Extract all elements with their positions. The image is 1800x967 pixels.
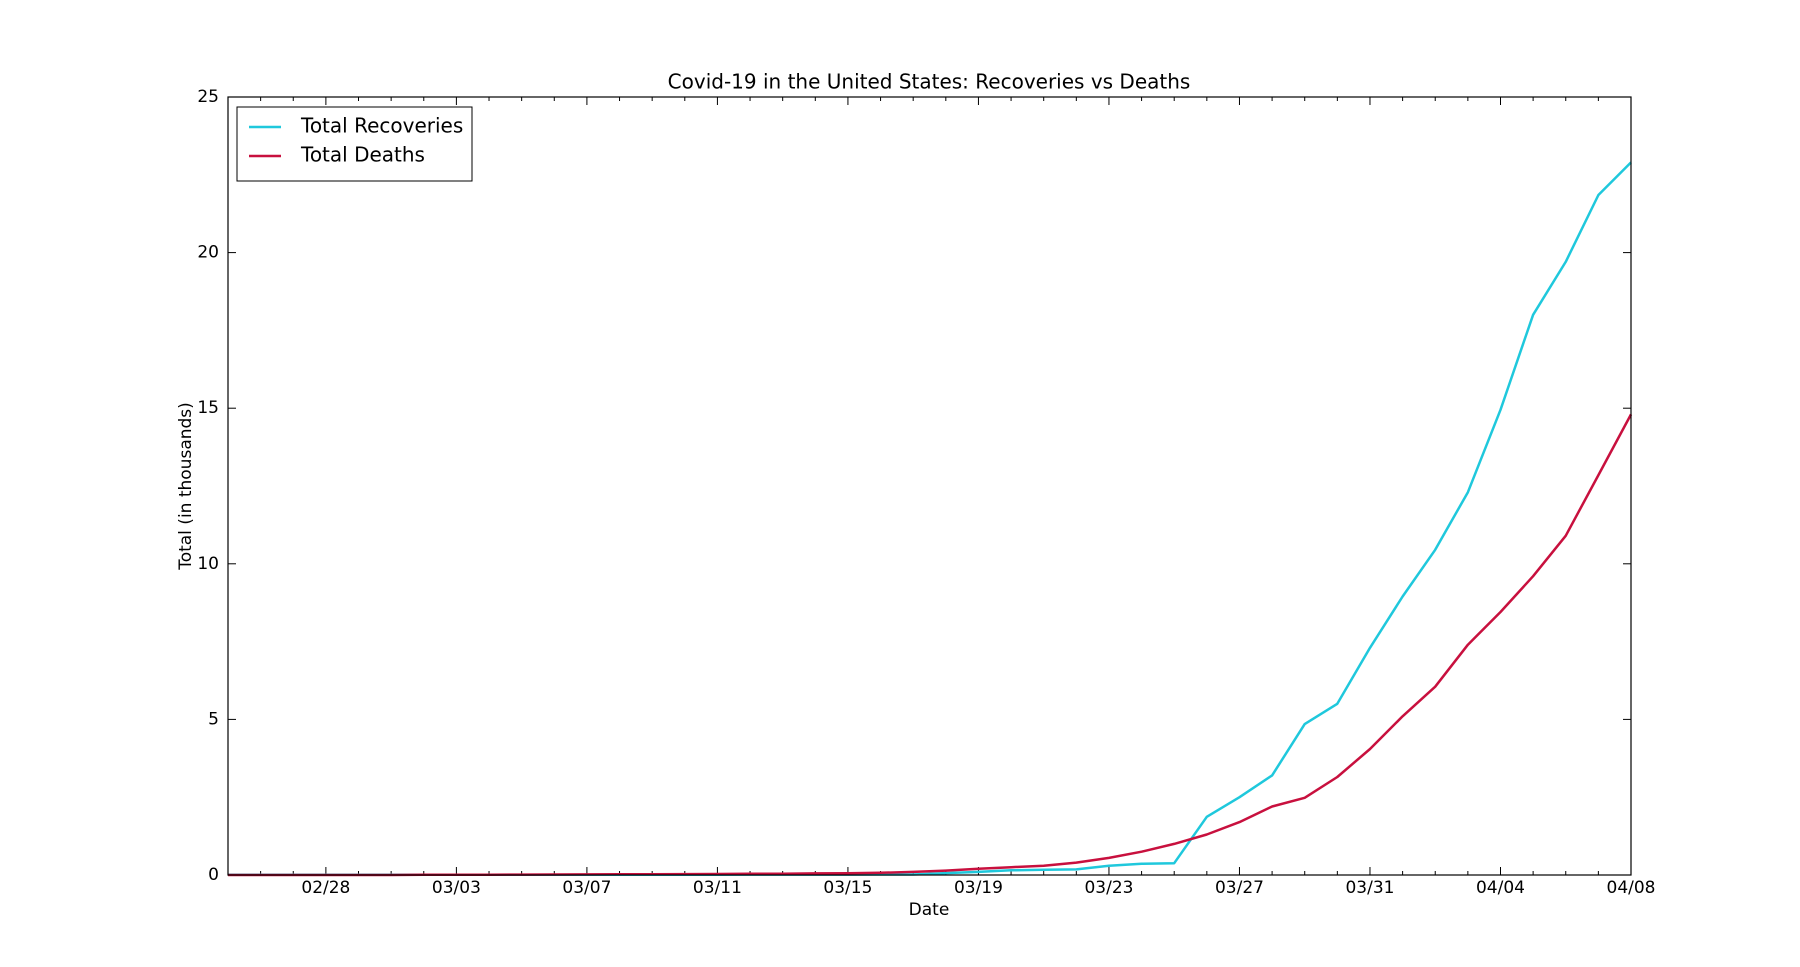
x-tick-label: 03/19 — [954, 878, 1003, 898]
x-tick-label: 03/23 — [1084, 878, 1133, 898]
x-tick-label: 03/07 — [562, 878, 611, 898]
y-axis-label: Total (in thousands) — [176, 402, 196, 571]
x-tick-label: 02/28 — [301, 878, 350, 898]
x-tick-label: 04/08 — [1607, 878, 1656, 898]
x-tick-label: 03/03 — [432, 878, 481, 898]
y-tick-label: 0 — [208, 865, 219, 885]
x-axis-label: Date — [909, 900, 950, 920]
y-tick-label: 20 — [197, 243, 219, 263]
y-tick-label: 5 — [208, 709, 219, 729]
legend-label: Total Recoveries — [300, 114, 463, 138]
x-tick-label: 03/15 — [823, 878, 872, 898]
x-tick-label: 03/11 — [693, 878, 742, 898]
x-tick-label: 03/27 — [1215, 878, 1264, 898]
series-line — [228, 413, 1633, 877]
y-tick-label: 15 — [197, 398, 219, 418]
legend-box — [236, 106, 473, 182]
x-tick-label: 04/04 — [1476, 878, 1525, 898]
y-tick-label: 10 — [197, 554, 219, 574]
x-tick-label: 03/31 — [1345, 878, 1394, 898]
plot-frame — [227, 96, 1632, 876]
legend-label: Total Deaths — [300, 143, 425, 167]
series-line — [228, 161, 1632, 877]
chart-title: Covid-19 in the United States: Recoverie… — [668, 70, 1191, 94]
y-tick-label: 25 — [197, 87, 219, 107]
